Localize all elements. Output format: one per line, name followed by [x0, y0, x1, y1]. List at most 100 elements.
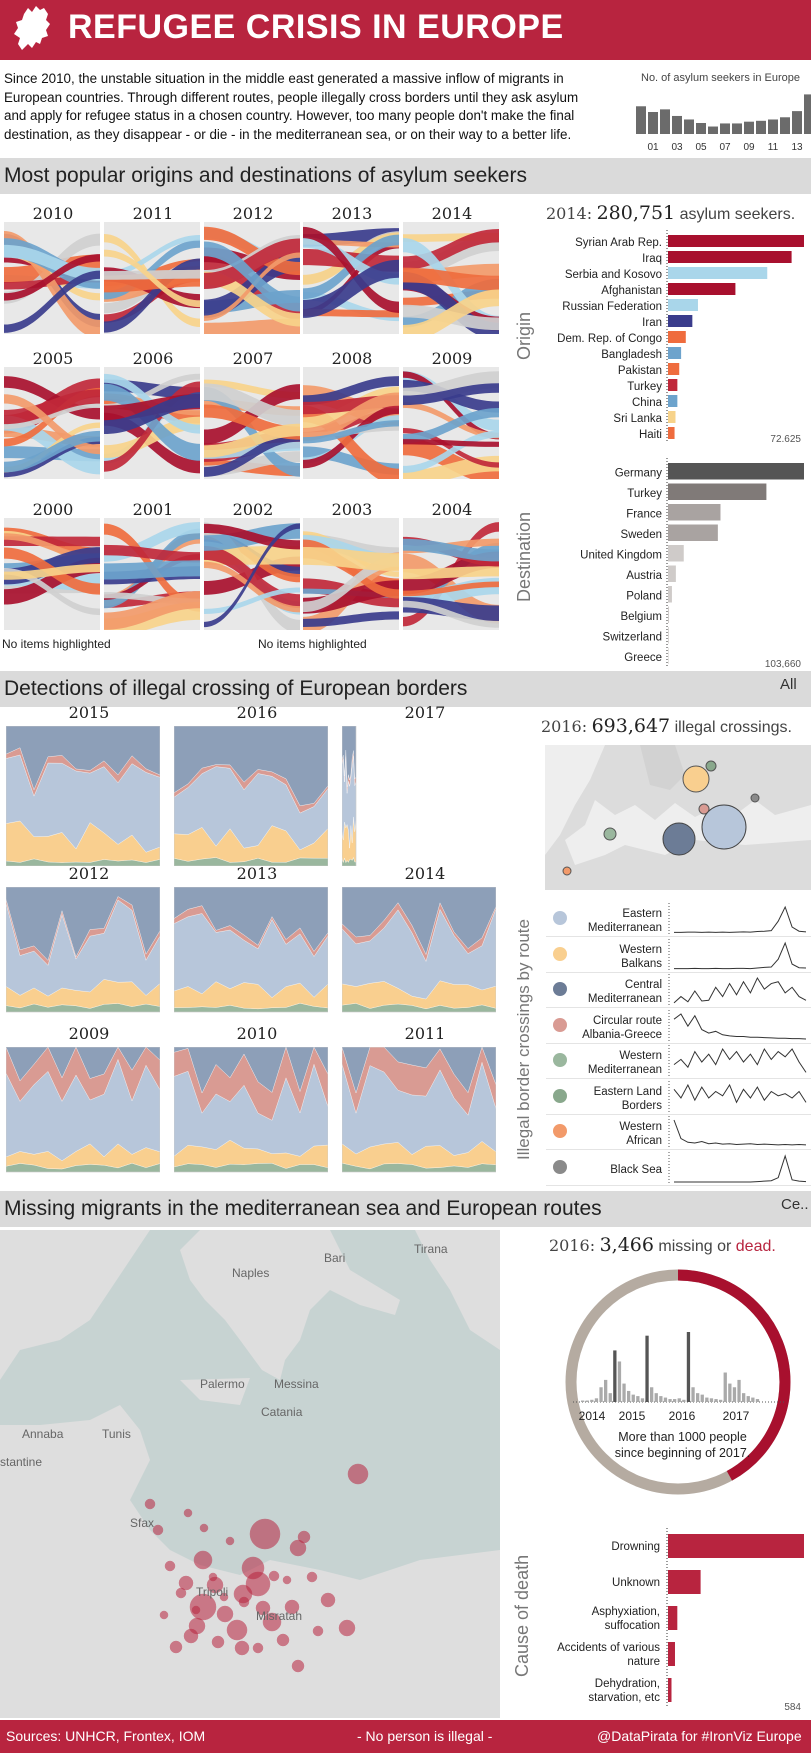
missing-monthly-bar: [705, 1397, 709, 1402]
bar: [668, 379, 678, 391]
destination-bar-chart[interactable]: Germany Turkey France Sweden United Kingdom A…: [540, 458, 811, 668]
route-sparkline: [673, 1119, 807, 1146]
flow-band: [104, 383, 200, 461]
crossing-area-chart[interactable]: [6, 1047, 160, 1187]
route-bubble-albania-greece: [698, 803, 710, 815]
footer-credit[interactable]: @DataPirata for #IronViz Europe: [597, 1728, 802, 1744]
missing-migrant-bubble: [164, 1560, 176, 1572]
crossings-filter-dropdown[interactable]: All: [780, 676, 797, 693]
missing-migrant-bubble: [175, 1587, 187, 1599]
crossing-area-chart[interactable]: [6, 887, 160, 1027]
flow-year-label: 2008: [331, 349, 373, 368]
missing-monthly-bar: [604, 1379, 608, 1402]
bar-label: Iran: [642, 317, 662, 329]
route-color-dot: [553, 1159, 567, 1174]
highlight-status-left: No items highlighted: [2, 637, 111, 651]
missing-monthly-bar: [719, 1399, 723, 1402]
flow-band: [4, 389, 100, 425]
asylum-mini-bar: [720, 123, 730, 134]
flow-chart[interactable]: [204, 222, 300, 334]
missing-migrant-bubble: [183, 1508, 193, 1518]
mediterranean-map[interactable]: [0, 1230, 500, 1718]
flow-band: [303, 226, 399, 313]
bar: [668, 235, 804, 247]
bar: [668, 315, 693, 327]
flow-chart[interactable]: [204, 367, 300, 479]
section-crossings-title: Detections of illegal crossing of Europe…: [4, 677, 468, 700]
flow-chart[interactable]: [4, 222, 100, 334]
missing-monthly-bar: [673, 1399, 677, 1402]
crossing-area-chart[interactable]: [174, 887, 328, 1027]
flow-band: [104, 269, 200, 280]
flow-chart[interactable]: [403, 222, 499, 334]
bar: [668, 411, 676, 423]
crossing-area-chart[interactable]: [342, 1047, 496, 1187]
missing-monthly-bar: [617, 1361, 622, 1402]
missing-monthly-bar: [691, 1387, 695, 1402]
crossing-area-chart[interactable]: [342, 887, 496, 1027]
bar: [668, 504, 721, 521]
flow-band: [403, 439, 499, 447]
missing-monthly-bar: [631, 1394, 635, 1402]
route-color-dot: [553, 1088, 567, 1103]
missing-monthly-bar: [659, 1396, 663, 1402]
flow-chart[interactable]: [204, 518, 300, 630]
flow-band: [303, 611, 399, 628]
missing-monthly-bar: [627, 1390, 631, 1402]
bar-label: Dem. Rep. of Congo: [557, 333, 662, 345]
crossing-area-layer: [342, 887, 496, 955]
missing-donut-chart[interactable]: 2014 2015 2016 2017: [545, 1262, 811, 1496]
flow-chart[interactable]: [303, 222, 399, 334]
crossing-year-label: 2009: [68, 1024, 110, 1043]
missing-migrant-bubble: [306, 1571, 318, 1583]
route-row[interactable]: Western Mediterranean: [546, 1045, 811, 1079]
flow-chart[interactable]: [104, 367, 200, 479]
crossing-year-label: 2011: [404, 1024, 446, 1043]
missing-monthly-bar: [663, 1397, 668, 1402]
crossing-area-chart[interactable]: [174, 726, 328, 866]
cause-label: Drowning: [611, 1541, 660, 1553]
asylum-mini-chart[interactable]: 01 03 05 07 09 11 13: [630, 88, 811, 156]
bar: [668, 267, 768, 279]
crossing-area-layer: [6, 887, 160, 961]
missing-monthly-bar: [686, 1332, 691, 1402]
flow-chart[interactable]: [403, 367, 499, 479]
crossing-map[interactable]: [545, 745, 811, 890]
flow-chart[interactable]: [104, 222, 200, 334]
flow-chart[interactable]: [303, 518, 399, 630]
route-row[interactable]: Western Balkans: [546, 938, 811, 973]
bar: [668, 331, 686, 343]
donut-year-label: 2017: [723, 1409, 750, 1423]
flow-band: [204, 431, 300, 477]
missing-migrant-bubble: [191, 1605, 201, 1615]
flow-chart[interactable]: [4, 518, 100, 630]
missing-summary-count: 3,466: [599, 1234, 654, 1256]
missing-migrant-bubble: [234, 1640, 250, 1656]
route-row[interactable]: Circular route Albania-Greece: [546, 1009, 811, 1044]
route-row[interactable]: Western African: [546, 1116, 811, 1150]
route-row[interactable]: Eastern Land Borders: [546, 1080, 811, 1115]
flow-chart[interactable]: [4, 367, 100, 479]
crossing-area-chart[interactable]: [6, 726, 160, 866]
flow-year-label: 2007: [232, 349, 274, 368]
crossing-area-chart[interactable]: [174, 1047, 328, 1187]
route-row[interactable]: Eastern Mediterranean: [546, 903, 811, 937]
missing-monthly-bar: [709, 1398, 714, 1402]
map-label: Tunis: [102, 1427, 131, 1441]
crossing-area-chart[interactable]: [342, 726, 496, 866]
origin-bar-chart[interactable]: Syrian Arab Rep. Iraq Serbia and Kosovo Afg…: [540, 230, 811, 442]
route-label: Borders: [622, 1100, 663, 1112]
flow-chart[interactable]: [403, 518, 499, 630]
missing-summary-year: 2016:: [549, 1236, 596, 1255]
route-row[interactable]: Central Mediterranean: [546, 974, 811, 1008]
bar-label: Germany: [615, 467, 663, 479]
bar-label: Iraq: [642, 253, 662, 265]
flow-chart[interactable]: [104, 518, 200, 630]
flow-band: [4, 430, 100, 473]
cause-of-death-chart[interactable]: Drowning Unknown Asphyxiation, suffocation A…: [540, 1528, 811, 1716]
missing-filter-dropdown[interactable]: Ce..: [781, 1196, 809, 1213]
route-bubble-central-med: [662, 822, 696, 856]
flow-chart[interactable]: [303, 367, 399, 479]
route-row[interactable]: Black Sea: [546, 1151, 811, 1186]
missing-monthly-bar: [728, 1383, 732, 1402]
